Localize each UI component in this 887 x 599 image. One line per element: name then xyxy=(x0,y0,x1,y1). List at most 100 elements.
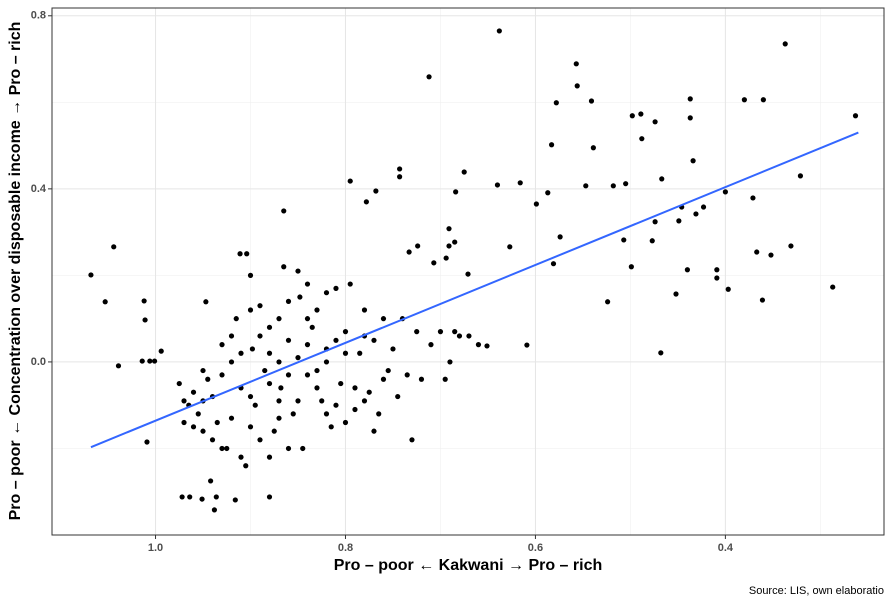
x-tick-label: 0.6 xyxy=(528,542,543,554)
point xyxy=(376,411,382,417)
point xyxy=(684,267,690,273)
point xyxy=(300,445,306,452)
point xyxy=(714,275,720,281)
point xyxy=(533,201,539,207)
point xyxy=(147,358,153,364)
point xyxy=(285,445,292,452)
point xyxy=(583,183,589,189)
point xyxy=(285,298,292,304)
point xyxy=(524,342,530,348)
point xyxy=(418,376,425,382)
point xyxy=(484,343,490,349)
point xyxy=(409,437,415,443)
point xyxy=(228,415,235,421)
point xyxy=(553,100,559,106)
point xyxy=(759,297,766,303)
x-axis-title: Pro – poor ← Kakwani → Pro – rich xyxy=(334,557,603,574)
point xyxy=(652,219,658,225)
point xyxy=(652,119,658,125)
point xyxy=(371,428,377,434)
point xyxy=(687,115,693,121)
point xyxy=(281,208,287,214)
point xyxy=(314,385,320,391)
point xyxy=(687,96,693,102)
point xyxy=(548,142,555,148)
point xyxy=(200,428,206,434)
point xyxy=(252,402,258,408)
point xyxy=(557,234,563,240)
point xyxy=(304,342,311,348)
point xyxy=(722,189,728,195)
point xyxy=(262,367,268,374)
point xyxy=(397,174,403,180)
point xyxy=(139,358,145,364)
point xyxy=(573,61,579,67)
point xyxy=(297,294,303,300)
point xyxy=(187,494,193,500)
point xyxy=(209,437,216,443)
point xyxy=(629,113,635,119)
point xyxy=(574,83,580,89)
point xyxy=(200,367,206,374)
point xyxy=(446,243,452,249)
point xyxy=(371,337,377,343)
point xyxy=(233,316,239,322)
point xyxy=(788,243,794,249)
point xyxy=(328,424,334,430)
point xyxy=(238,350,244,356)
point xyxy=(181,419,187,426)
point xyxy=(247,424,254,430)
point xyxy=(115,363,122,369)
point xyxy=(102,299,108,305)
point xyxy=(461,169,467,175)
point xyxy=(357,350,363,356)
point xyxy=(361,398,368,404)
point xyxy=(176,380,182,387)
point xyxy=(144,439,150,445)
point xyxy=(319,398,325,404)
point xyxy=(276,415,282,421)
point xyxy=(385,367,391,374)
point xyxy=(314,307,320,313)
point xyxy=(141,298,147,304)
point xyxy=(214,419,220,426)
point xyxy=(714,267,720,273)
point xyxy=(238,454,244,460)
point xyxy=(290,411,296,417)
point xyxy=(428,342,434,348)
point xyxy=(295,355,301,361)
point xyxy=(456,333,463,339)
point xyxy=(142,317,148,323)
point xyxy=(760,97,766,103)
point xyxy=(426,74,432,80)
point xyxy=(768,252,774,258)
point xyxy=(266,494,273,500)
point xyxy=(442,376,448,382)
point xyxy=(219,372,225,378)
point xyxy=(496,28,502,34)
point xyxy=(638,111,644,117)
point xyxy=(271,428,277,434)
point xyxy=(754,249,760,255)
point xyxy=(475,342,482,348)
point xyxy=(323,411,330,417)
point xyxy=(244,251,250,257)
point xyxy=(88,272,94,278)
point xyxy=(649,238,655,244)
point xyxy=(414,329,420,335)
point xyxy=(111,244,117,250)
point xyxy=(228,333,235,339)
point xyxy=(190,424,197,430)
point xyxy=(797,173,804,179)
point xyxy=(205,376,211,382)
point xyxy=(333,337,339,343)
point xyxy=(437,329,444,335)
point xyxy=(285,372,292,378)
point xyxy=(285,337,292,343)
point xyxy=(304,372,311,378)
point xyxy=(276,316,282,322)
point xyxy=(208,478,214,484)
point xyxy=(690,158,696,164)
